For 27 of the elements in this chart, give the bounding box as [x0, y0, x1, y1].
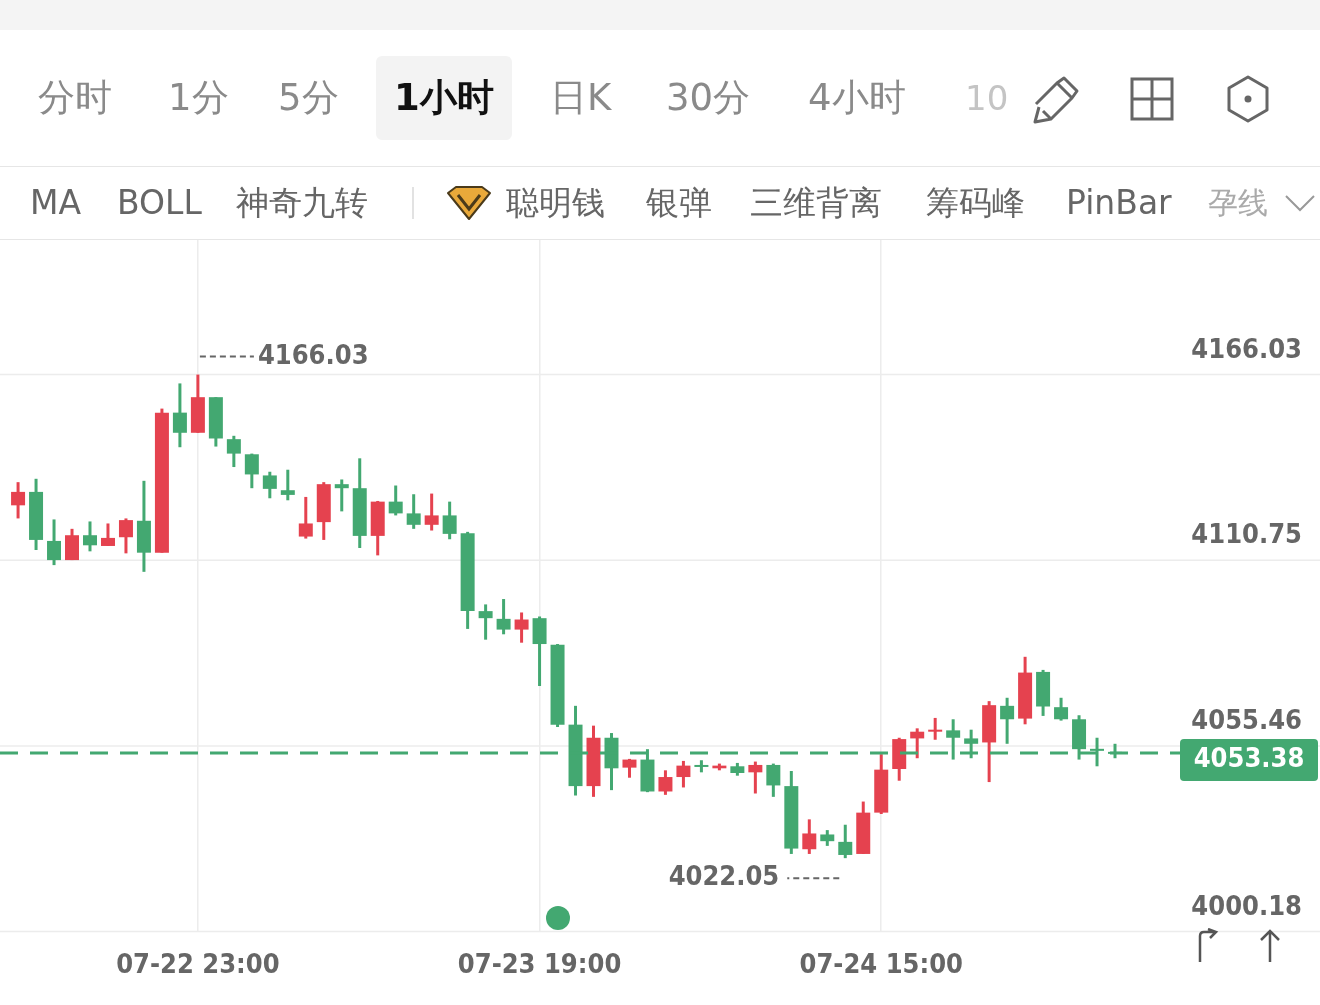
text: 5分 — [278, 75, 339, 121]
annotation: 4022.05 — [668, 860, 780, 892]
text: 1小时 — [376, 56, 512, 140]
x-tick-label: 07-24 15:00 — [799, 947, 963, 979]
text: 30分 — [666, 75, 751, 121]
y-tick-label: 4000.18 — [1191, 889, 1302, 921]
x-tick-label: 07-22 23:00 — [116, 947, 280, 979]
text: 神奇九转 — [236, 182, 368, 224]
text: 分时 — [38, 75, 112, 121]
text: 三维背离 — [750, 182, 882, 224]
y-tick-label: 4166.03 — [1191, 332, 1302, 364]
text: MA — [30, 182, 82, 224]
x-tick-label: 07-23 19:00 — [457, 947, 622, 979]
text: 孕线 — [1208, 184, 1268, 222]
text: 1分 — [168, 75, 229, 121]
y-tick-label: 4055.46 — [1191, 703, 1302, 735]
text: 日K — [550, 75, 612, 121]
y-tick-label: 4110.75 — [1191, 518, 1302, 550]
text: 4小时 — [808, 75, 906, 121]
ref-line-label: 4053.38 — [1193, 741, 1305, 773]
text: 银弹 — [646, 182, 712, 224]
text: 聪明钱 — [506, 182, 605, 224]
annotation: 4166.03 — [257, 338, 369, 370]
text: PinBar — [1066, 182, 1172, 224]
text: 筹码峰 — [926, 182, 1025, 224]
text: 10 — [965, 77, 1009, 120]
text: BOLL — [117, 182, 202, 224]
